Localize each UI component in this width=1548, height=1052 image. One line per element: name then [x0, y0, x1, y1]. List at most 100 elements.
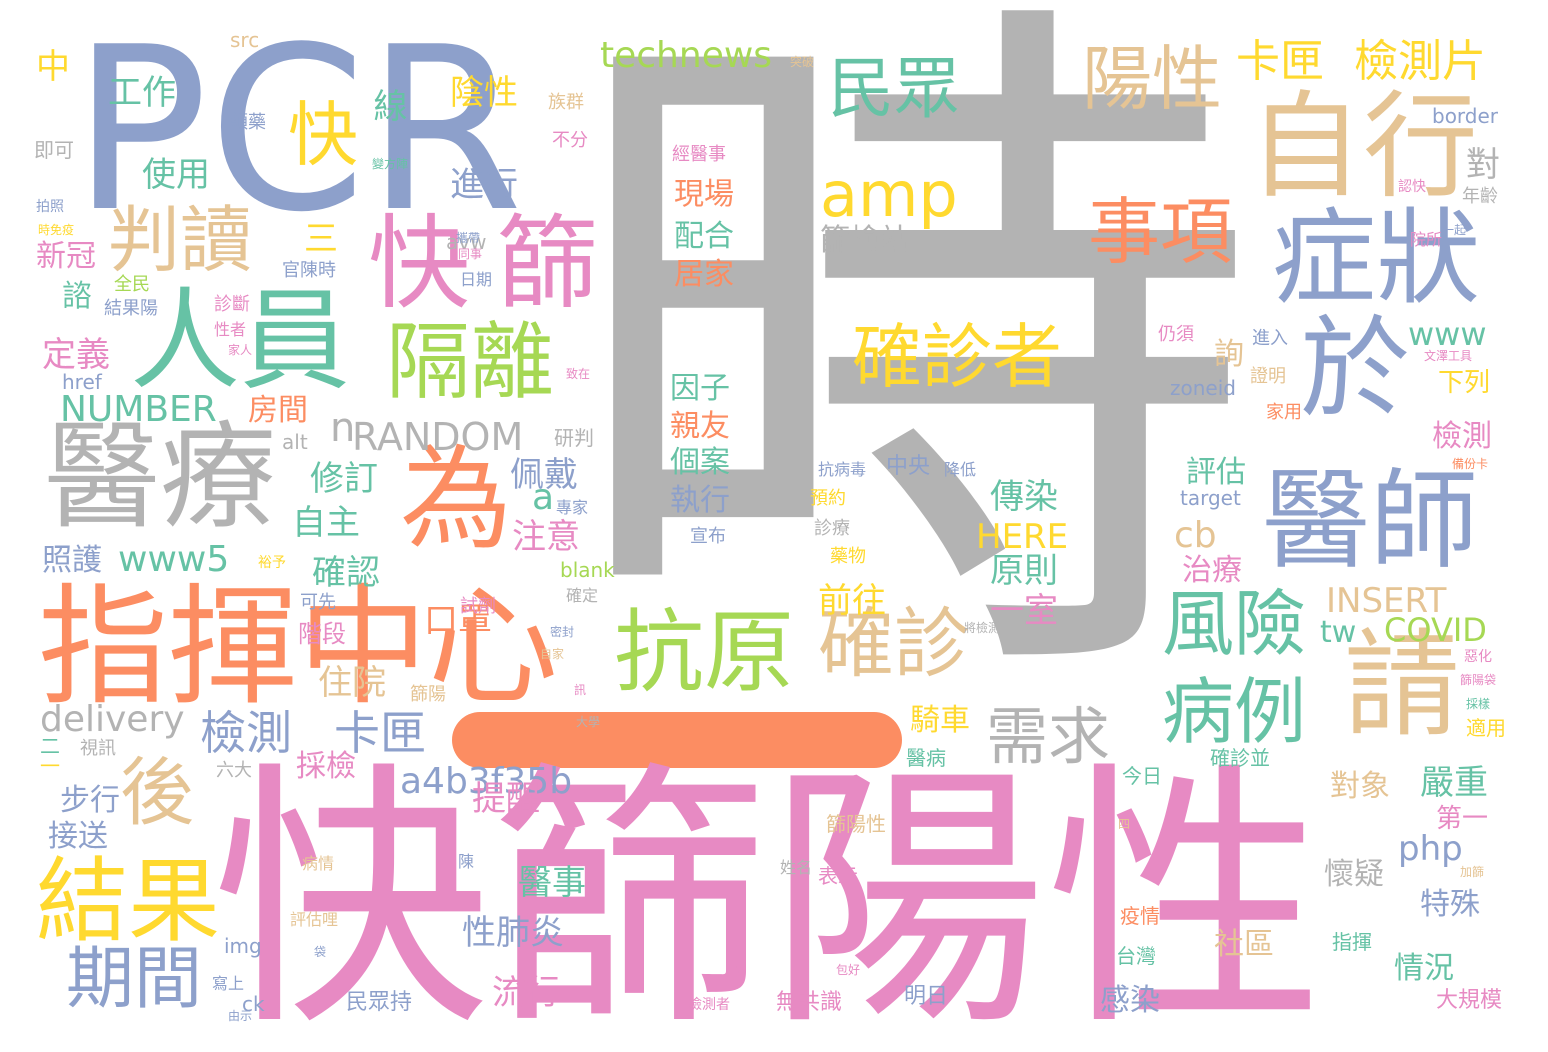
word: 民眾 [828, 50, 960, 127]
word: 快 [288, 94, 358, 176]
word: cb [1174, 515, 1217, 556]
word: 騎車 [910, 703, 970, 738]
word: 線 [367, 88, 407, 122]
word: 嚴重 [1420, 763, 1488, 803]
word: 確診 [818, 599, 970, 688]
word: 親友 [670, 409, 730, 444]
word: 照護 [42, 543, 102, 578]
word: 確診並 [1210, 746, 1270, 770]
word: 治療 [1182, 553, 1242, 588]
word: 確認 [312, 553, 380, 593]
word: 確定 [566, 586, 599, 605]
word: 配合 [674, 219, 734, 254]
word: 評估哩 [290, 910, 339, 929]
word: HERE [976, 517, 1069, 557]
word: 症狀 [1272, 197, 1481, 319]
word: 時 [560, 0, 1260, 765]
word: 疫情 [1120, 904, 1160, 928]
word: 懷疑 [1324, 857, 1384, 892]
word: www5 [118, 539, 230, 580]
word: 步行 [60, 783, 120, 818]
word: 官陳時 [282, 260, 336, 281]
word: 周 [734, 963, 747, 977]
word: 惡化 [1464, 649, 1492, 665]
word: 房間 [248, 393, 308, 428]
word: 經醫事 [672, 144, 726, 165]
word: 性者 [214, 320, 247, 339]
word: 前往 [818, 581, 886, 621]
word: 特殊 [1420, 887, 1480, 922]
word: 進行 [450, 165, 518, 205]
word: blank [560, 558, 615, 582]
word: 台灣 [1116, 944, 1156, 968]
word: border [1432, 104, 1499, 128]
word: 大學 [576, 715, 601, 729]
word: 抗病毒 [818, 460, 867, 479]
word: 快篩陽性 [212, 739, 1324, 1052]
word: 同事 [458, 247, 483, 261]
word: 訊 [574, 683, 587, 697]
word: 採檢 [296, 749, 356, 784]
word: tw [1320, 615, 1357, 650]
word: alt [282, 430, 308, 454]
word: 定義 [42, 335, 110, 375]
word: 請 [1344, 618, 1460, 753]
word: 自家 [540, 647, 565, 661]
word: 口罩 [424, 601, 492, 641]
word: 隔離 [386, 313, 555, 411]
word: 院所 [1410, 230, 1443, 249]
word: amp [820, 158, 958, 231]
word: 診療 [814, 518, 850, 539]
word: 密封 [550, 625, 575, 639]
word: 流行 [492, 973, 560, 1013]
word: 家人 [228, 343, 253, 357]
word: 領藥 [230, 112, 266, 133]
word: 結果 [36, 848, 221, 955]
word: 情況 [1394, 951, 1454, 986]
word: 由示 [228, 1009, 253, 1023]
word: 篩陽性 [826, 812, 886, 836]
word: n [330, 405, 356, 451]
word: 變方陣 [372, 157, 409, 171]
word: 陰性 [450, 73, 518, 113]
word: 指揮中心 [38, 571, 559, 723]
word: 家用 [1266, 402, 1302, 423]
word: 表示 [818, 864, 858, 888]
word: 病情 [302, 854, 335, 873]
word: 備份卡 [1452, 457, 1489, 471]
word: NUMBER [60, 389, 217, 430]
word: 自行 [1248, 80, 1479, 214]
word: 進入 [1252, 328, 1288, 349]
word: 一室 [990, 591, 1058, 631]
word: 大規模 [1436, 988, 1503, 1013]
word: 陽性 [1082, 38, 1222, 120]
word: target [1180, 486, 1241, 510]
word: 自主 [292, 503, 360, 543]
word: delivery [40, 699, 185, 740]
word: 不分 [552, 130, 588, 151]
word: 為 [400, 435, 512, 565]
word: 研判 [554, 426, 594, 450]
word: 下列 [1438, 368, 1491, 398]
word: 藥物 [830, 546, 866, 567]
word: 診斷 [214, 294, 250, 315]
word: 日期 [460, 270, 493, 289]
word: 病例 [1162, 670, 1307, 754]
word: 預約 [810, 488, 846, 509]
word: 明日 [904, 984, 949, 1009]
word: 人員 [130, 277, 350, 405]
word: avw [446, 230, 487, 254]
dash-glyph [452, 712, 902, 768]
word: PCR [72, 0, 524, 262]
word: 抗原 [614, 600, 794, 705]
word: 四 [1118, 817, 1131, 831]
word: 篩陽袋 [1460, 673, 1497, 687]
word: 檢測 [200, 706, 292, 760]
word: 使用 [142, 155, 210, 195]
word: 拍照 [36, 199, 64, 215]
word: a4b3f35b [400, 761, 573, 802]
word: 卡匣 [1236, 36, 1324, 87]
word: 提醒 [472, 779, 540, 819]
word: 後 [120, 750, 194, 836]
